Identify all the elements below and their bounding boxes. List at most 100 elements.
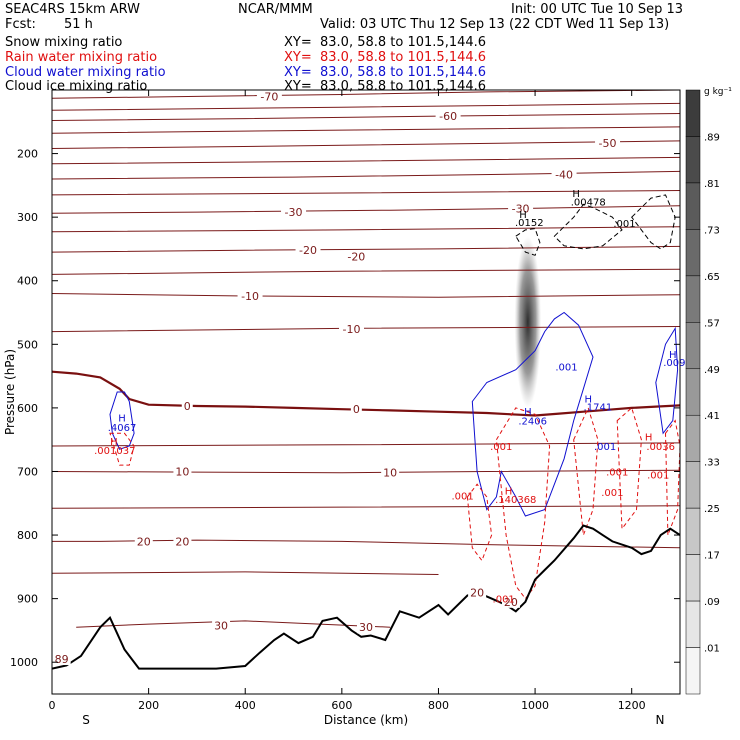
isotherm-label-9: -10 <box>343 323 361 336</box>
isotherm-label-bg-7 <box>343 250 369 263</box>
valid-time: Valid: 03 UTC Thu 12 Sep 13 (22 CDT Wed … <box>320 17 670 32</box>
value-annotation-26: .001 <box>493 595 515 606</box>
x-tick-label-0: 0 <box>49 699 56 712</box>
x-tick-label-6: 1200 <box>618 699 646 712</box>
end-label-south: S <box>82 713 90 727</box>
colorbar-label-8: .65 <box>704 272 720 283</box>
colorbar-label-4: .33 <box>704 458 720 469</box>
cloud-water-contour-1 <box>471 311 594 517</box>
value-annotation-4: H <box>572 189 580 200</box>
cloud-water-contour-0 <box>109 391 135 450</box>
isotherm-3 <box>52 126 680 134</box>
isotherm-label-bg-6 <box>295 244 321 257</box>
isotherm-label-bg-0 <box>256 90 282 103</box>
isotherm-2 <box>52 113 680 121</box>
isotherm-label-bg-11 <box>350 403 362 416</box>
isotherm-label-0: -70 <box>260 90 278 103</box>
isotherm-label-19: 30 <box>359 621 373 634</box>
isotherm-label-12: 10 <box>175 465 189 478</box>
plot-frame <box>51 89 681 695</box>
value-annotation-22: H <box>505 487 513 498</box>
value-annotation-16: .001 <box>594 442 616 453</box>
isotherm-17 <box>52 505 680 509</box>
colorbar-unit: g kg⁻¹ <box>704 87 732 97</box>
value-annotation-18: H <box>645 433 653 444</box>
value-annotation-14: H <box>524 407 532 418</box>
colorbar-segment-2 <box>685 182 701 230</box>
value-annotation-12: H <box>584 394 592 405</box>
isotherm-label-8: -10 <box>241 290 259 303</box>
value-annotation-5: .00478 <box>571 197 606 208</box>
field-xy-snow: XY= 83.0, 58.8 to 101.5,144.6 <box>284 35 487 50</box>
init-time: Init: 00 UTC Tue 10 Sep 13 <box>511 2 684 17</box>
y-tick-label-8: 1000 <box>10 656 38 669</box>
rain-contour-3 <box>573 406 599 536</box>
terrain-profile <box>52 524 680 670</box>
rain-contour-1 <box>466 483 493 562</box>
colorbar-segment-8 <box>685 461 701 509</box>
value-annotation-10: H <box>669 350 677 361</box>
isotherm-label-bg-16 <box>468 586 487 599</box>
y-tick-label-3: 500 <box>17 338 38 351</box>
field-name-rain: Rain water mixing ratio <box>5 50 158 65</box>
colorbar-label-5: .41 <box>704 411 720 422</box>
y-tick-label-2: 400 <box>17 275 38 288</box>
isotherm-13 <box>52 326 680 333</box>
colorbar-label-10: .81 <box>704 179 720 190</box>
x-axis-title: Distance (km) <box>324 713 408 727</box>
forecast-hour: 51 h <box>64 17 93 32</box>
value-annotation-6: .001 <box>613 219 635 230</box>
isotherm-label-17: 20 <box>504 596 518 609</box>
value-annotation-15: .2406 <box>518 417 547 428</box>
value-annotation-19: .0036 <box>646 442 675 453</box>
value-annotation-3: .001037 <box>94 446 135 457</box>
isotherm-label-bg-15 <box>173 535 192 548</box>
isotherm-5 <box>52 156 680 165</box>
rain-contour-0 <box>109 432 135 466</box>
value-annotation-1: .4067 <box>108 423 137 434</box>
isotherm-label-bg-2 <box>595 136 621 149</box>
isotherm-label-bg-1 <box>435 110 461 123</box>
value-annotation-17: .001 <box>490 442 512 453</box>
isotherm-label-3: -40 <box>555 169 573 182</box>
isotherm-label-bg-13 <box>381 466 400 479</box>
colorbar-label-2: .17 <box>704 551 720 562</box>
isotherm-20 <box>76 620 391 628</box>
rain-contour-4 <box>616 407 642 531</box>
isotherm-label-bg-9 <box>339 323 365 336</box>
cloud-ice-contour-0 <box>515 228 541 256</box>
x-tick-label-2: 400 <box>235 699 256 712</box>
value-annotation-2: H <box>110 437 118 448</box>
value-annotation-23: .140368 <box>495 495 536 506</box>
value-annotation-7: H <box>519 210 527 221</box>
isotherm-label-1: -60 <box>439 110 457 123</box>
colorbar-label-9: .73 <box>704 225 720 236</box>
isotherm-label-7: -20 <box>347 251 365 264</box>
isotherm-15 <box>52 442 680 447</box>
colorbar-segment-0 <box>685 89 701 137</box>
field-name-snow: Snow mixing ratio <box>5 35 123 50</box>
end-label-north: N <box>656 713 665 727</box>
colorbar-segment-4 <box>685 275 701 323</box>
x-tick-label-5: 1000 <box>521 699 549 712</box>
x-tick-label-1: 200 <box>138 699 159 712</box>
isotherm-label-5: -30 <box>512 202 530 215</box>
isotherm-label-4: -30 <box>285 206 303 219</box>
colorbar-segment-5 <box>685 322 701 370</box>
y-tick-label-0: 200 <box>17 148 38 161</box>
snow-column-shading <box>514 236 542 408</box>
isotherm-label-11: 0 <box>353 403 360 416</box>
field-xy-rain: XY= 83.0, 58.8 to 101.5,144.6 <box>284 50 487 65</box>
isotherm-0 <box>52 90 680 99</box>
isotherm-label-15: 20 <box>175 535 189 548</box>
isotherm-label-14: 20 <box>137 535 151 548</box>
isotherm-label-20: 89 <box>55 653 69 666</box>
isotherm-label-6: -20 <box>299 244 317 257</box>
colorbar-label-0: .01 <box>704 644 720 655</box>
colorbar-segment-10 <box>685 554 701 602</box>
rain-contour-5 <box>664 419 680 536</box>
isotherm-6 <box>52 170 680 180</box>
isotherm-label-18: 30 <box>214 619 228 632</box>
value-annotation-20: .001 <box>606 467 628 478</box>
